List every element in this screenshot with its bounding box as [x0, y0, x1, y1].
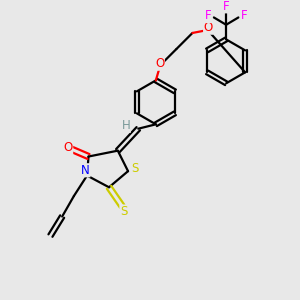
- Text: F: F: [205, 10, 212, 22]
- Text: N: N: [81, 164, 90, 177]
- Text: S: S: [131, 162, 138, 175]
- Text: F: F: [240, 10, 247, 22]
- Text: F: F: [223, 0, 230, 13]
- Text: O: O: [155, 57, 164, 70]
- Text: O: O: [204, 21, 213, 34]
- Text: S: S: [120, 205, 127, 218]
- Text: H: H: [122, 119, 130, 132]
- Text: O: O: [63, 141, 73, 154]
